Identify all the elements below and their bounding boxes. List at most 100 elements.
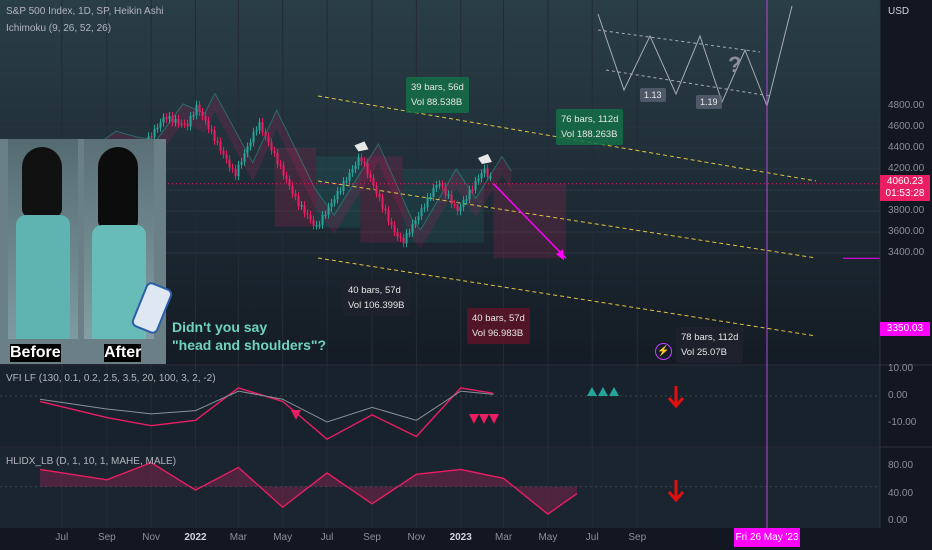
candle-body (438, 184, 441, 186)
ichimoku-legend[interactable]: Ichimoku (9, 26, 52, 26) (6, 23, 112, 34)
candle-body (399, 236, 402, 239)
candle-body (369, 174, 372, 178)
ichimoku-cloud (64, 92, 512, 249)
candle-body (360, 157, 363, 162)
meme-panel: Before After (0, 139, 174, 364)
after-photo (84, 139, 154, 339)
candle-body (408, 232, 411, 235)
vfi-signal-line (39, 390, 494, 423)
candle-body (270, 142, 273, 151)
candle-body (342, 181, 345, 192)
vfi-series (0, 386, 880, 441)
candle-body (387, 210, 390, 222)
candle-body (165, 117, 168, 120)
candle-body (435, 184, 438, 188)
candle-body (297, 196, 300, 206)
annotation-bars: 40 bars, 57d (472, 313, 525, 324)
time-tick-label: Sep (363, 532, 381, 543)
candle-body (237, 164, 240, 177)
candle-body (486, 168, 489, 177)
candle-body (357, 157, 360, 166)
candle-body (288, 179, 291, 186)
candle-body (228, 159, 231, 168)
lightning-icon[interactable]: ⚡ (655, 343, 672, 360)
candle-body (450, 194, 453, 204)
annotation-volume: Vol 106.399B (348, 300, 405, 311)
vfi-legend[interactable]: VFI LF (130, 0.1, 0.2, 2.5, 3.5, 20, 100… (6, 373, 216, 384)
candle-body (363, 161, 366, 164)
candle-body (246, 146, 249, 154)
caption-line-1: Didn't you say (172, 319, 268, 335)
channel-line (317, 257, 817, 337)
candle-body (348, 172, 351, 181)
candle-body (432, 187, 435, 197)
hlidx-tick-label: 80.00 (888, 460, 914, 472)
pattern-ratio: 1.19 (696, 95, 722, 109)
price-tick-label: 3400.00 (888, 247, 925, 258)
candle-body (252, 131, 255, 143)
candle-body (321, 214, 324, 225)
hlidx-series (0, 461, 880, 516)
vfi-sell-marker (489, 414, 499, 424)
candle-body (330, 202, 333, 207)
annotation-box: 76 bars, 112d Vol 188.263B (556, 109, 624, 145)
price-tick-label: 4800.00 (888, 100, 925, 111)
vfi-sell-marker (291, 410, 301, 420)
candle-body (207, 120, 210, 130)
price-tick-label: 4600.00 (888, 121, 925, 132)
candle-body (219, 141, 222, 151)
candle-body (414, 220, 417, 225)
time-tick-label: Jul (320, 532, 334, 543)
time-tick-label: May (538, 532, 558, 543)
candle-body (378, 193, 381, 198)
candle-body (381, 197, 384, 209)
vfi-buy-marker (587, 387, 597, 396)
candle-body (303, 205, 306, 214)
candle-body (159, 122, 162, 128)
time-tick-label: Mar (229, 532, 247, 543)
candle-body (240, 161, 243, 165)
hlidx-tick-label: 0.00 (888, 515, 908, 526)
candle-body (255, 130, 258, 132)
meme-caption: Didn't you say "head and shoulders"? (172, 318, 326, 354)
time-tick-label: Mar (494, 532, 513, 543)
candle-body (324, 214, 327, 217)
flag-marker (354, 141, 369, 152)
pattern-ratio: 1.13 (640, 88, 666, 102)
hlidx-legend[interactable]: HLIDX_LB (D, 1, 10, 1, MAHE, MALE) (6, 456, 177, 467)
candle-body (279, 164, 282, 166)
vfi-buy-marker (598, 387, 608, 396)
candle-body (282, 165, 285, 176)
candle-body (243, 153, 246, 162)
hair-shape (98, 147, 138, 229)
candle-body (390, 221, 393, 226)
candle-body (180, 123, 183, 126)
candle-body (468, 189, 471, 200)
vfi-tick-label: -10.00 (888, 417, 917, 428)
time-tick-label: Sep (97, 532, 116, 543)
annotation-volume: Vol 25.07B (681, 347, 727, 358)
candle-body (153, 128, 156, 138)
date-cursor-tag: Fri 26 May '23 (734, 528, 800, 547)
cloud-area (64, 93, 512, 249)
candle-body (402, 237, 405, 244)
before-label: Before (10, 344, 61, 362)
candle-body (174, 119, 177, 123)
before-photo (8, 139, 78, 339)
candle-body (426, 197, 429, 208)
chart-title: S&P 500 Index, 1D, SP, Heikin Ashi (6, 6, 164, 17)
candle-body (210, 129, 213, 131)
annotation-box: 40 bars, 57d Vol 106.399B (343, 280, 410, 316)
time-tick-label: May (273, 532, 293, 543)
candle-body (201, 112, 204, 117)
vfi-sell-marker (469, 414, 479, 424)
bar-countdown: 01:53:28 (885, 188, 925, 199)
candle-body (273, 150, 276, 154)
hlidx-pane-bg (0, 448, 880, 528)
annotation-bars: 40 bars, 57d (348, 285, 401, 296)
candle-body (276, 153, 279, 165)
price-tick-label: 3600.00 (888, 226, 925, 237)
candle-body (405, 233, 408, 244)
candle-body (411, 224, 414, 233)
candle-body (171, 115, 174, 123)
